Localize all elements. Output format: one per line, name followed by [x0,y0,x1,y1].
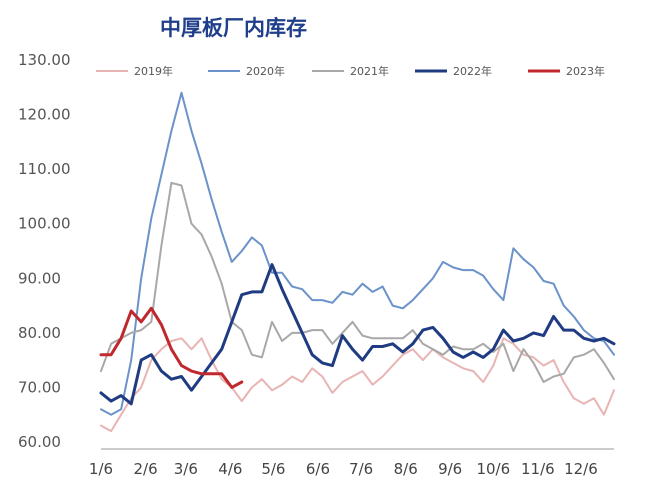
x-tick-label: 5/6 [261,460,285,478]
x-tick-label: 10/6 [476,460,510,478]
x-tick-label: 11/6 [521,460,555,478]
y-tick-label: 80.00 [18,324,61,342]
legend-label: 2021年 [350,64,389,78]
y-tick-label: 60.00 [18,433,61,451]
x-tick-label: 7/6 [349,460,373,478]
y-tick-label: 70.00 [18,378,61,396]
x-tick-label: 2/6 [133,460,157,478]
plot-lines [99,91,616,433]
x-tick-label: 1/6 [89,460,113,478]
y-tick-label: 110.00 [18,160,71,178]
y-tick-label: 120.00 [18,106,71,124]
x-axis: 1/6 2/6 3/6 4/6 5/6 6/6 7/6 8/6 9/6 10/6 11/6 12/6 [89,448,614,478]
series-line-2023年 [99,306,244,389]
series-line-2020年 [100,91,615,416]
x-tick-label: 6/6 [306,460,330,478]
series-line-2019年 [100,337,615,433]
series-line-2022年 [99,263,616,406]
legend-label: 2022年 [453,64,492,78]
x-tick-label: 4/6 [218,460,242,478]
y-tick-label: 100.00 [18,215,71,233]
legend-label: 2019年 [134,64,173,78]
y-tick-label: 90.00 [18,269,61,287]
x-tick-label: 3/6 [174,460,198,478]
y-tick-label: 130.00 [18,51,71,69]
legend: 2019年 2020年 2021年 2022年 2023年 [96,64,605,78]
y-axis: 60.00 70.00 80.00 90.00 100.00 110.00 120.00 13… [18,51,71,451]
legend-label: 2023年 [566,64,605,78]
x-tick-label: 9/6 [438,460,462,478]
series-line-2021年 [100,181,615,383]
chart-title: 中厚板厂内库存 [160,16,307,40]
x-tick-label: 8/6 [394,460,418,478]
x-tick-label: 12/6 [564,460,598,478]
legend-label: 2020年 [246,64,285,78]
